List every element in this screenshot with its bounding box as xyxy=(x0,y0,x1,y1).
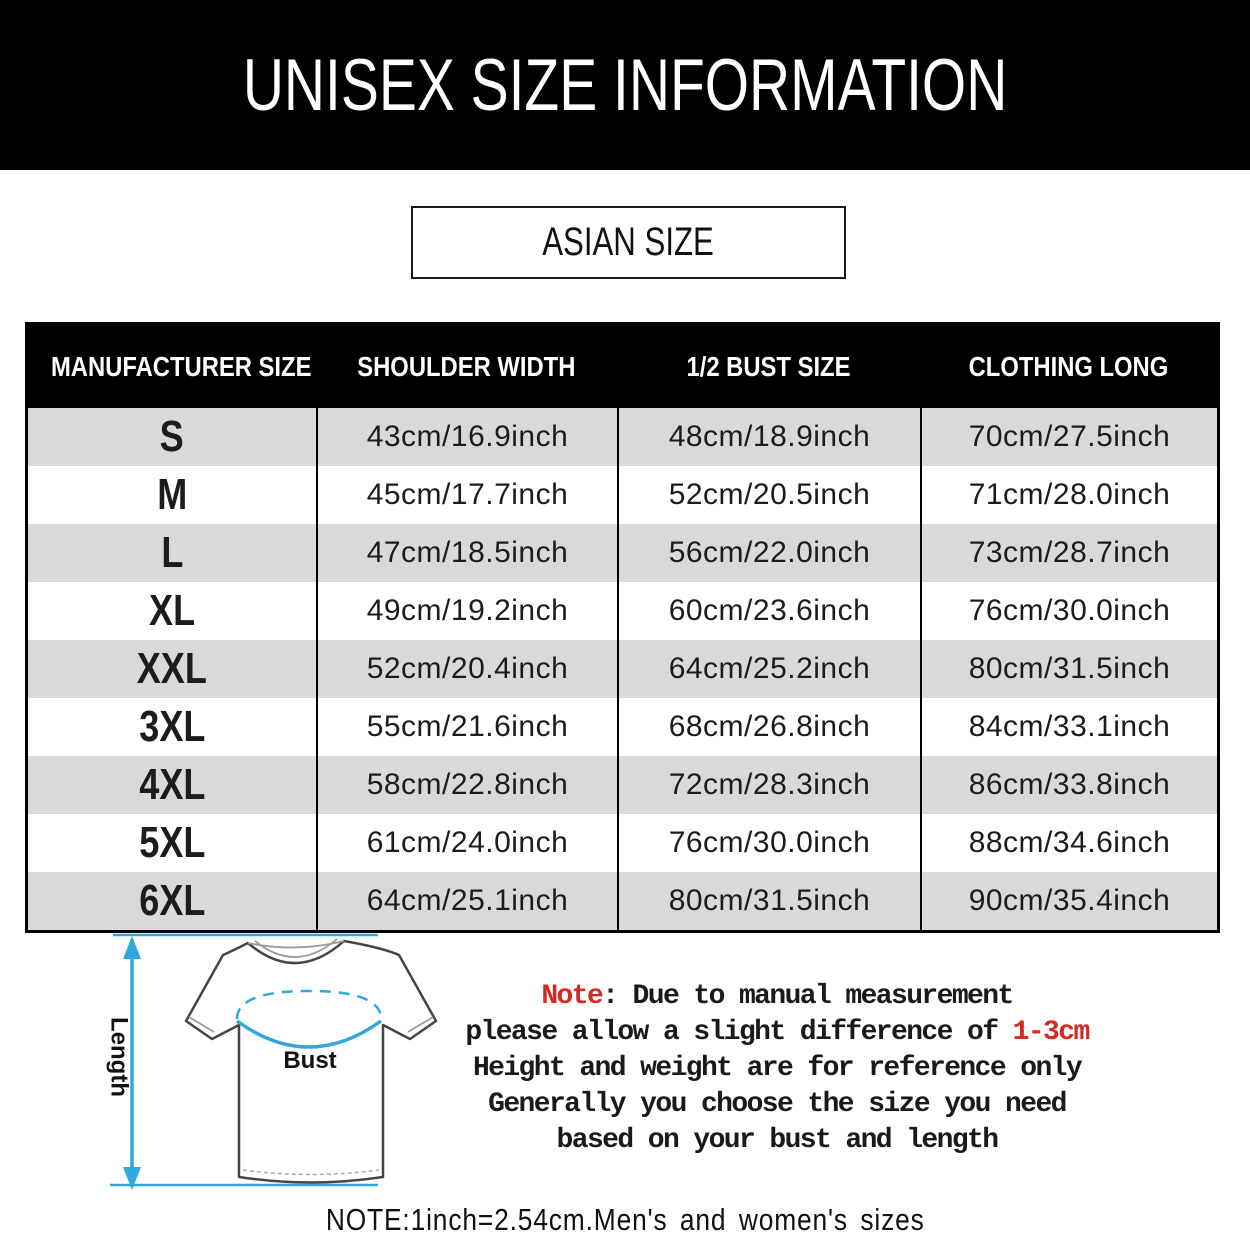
bust-label: Bust xyxy=(283,1047,336,1074)
clothing-long-cell: 73cm/28.7inch xyxy=(920,524,1217,582)
size-label-cell: S xyxy=(159,412,185,461)
clothing-long-cell: 70cm/27.5inch xyxy=(920,408,1217,466)
tshirt-measurement-diagram: Length Bust xyxy=(106,933,438,1190)
bust-size-cell: 60cm/23.6inch xyxy=(617,582,920,640)
title-banner: UNISEX SIZE INFORMATION xyxy=(0,0,1250,170)
clothing-long-cell: 86cm/33.8inch xyxy=(920,756,1217,814)
length-label: Length xyxy=(106,1017,133,1097)
shoulder-width-cell: 52cm/20.4inch xyxy=(316,640,617,698)
shoulder-width-cell: 64cm/25.1inch xyxy=(316,872,617,930)
bust-size-cell: 64cm/25.2inch xyxy=(617,640,920,698)
clothing-long-cell: 84cm/33.1inch xyxy=(920,698,1217,756)
table-header-row: MANUFACTURER SIZE SHOULDER WIDTH 1/2 BUS… xyxy=(28,325,1217,408)
footer-note: NOTE:1inch=2.54cm.Men's and women's size… xyxy=(0,1202,1250,1238)
asian-size-box: ASIAN SIZE xyxy=(411,206,846,279)
size-label-cell: 3XL xyxy=(138,702,206,751)
table-row: 5XL 61cm/24.0inch 76cm/30.0inch 88cm/34.… xyxy=(28,814,1217,872)
bust-size-cell: 80cm/31.5inch xyxy=(617,872,920,930)
clothing-long-cell: 88cm/34.6inch xyxy=(920,814,1217,872)
conversion-note-text: NOTE:1inch=2.54cm.Men's and women's size… xyxy=(325,1202,925,1237)
bust-measure-arc xyxy=(235,1019,383,1049)
clothing-long-cell: 76cm/30.0inch xyxy=(920,582,1217,640)
right-sleeve-hem-line xyxy=(407,1016,434,1033)
note-line-4: Generally you choose the size you need xyxy=(488,1089,1067,1120)
collar-inner-line xyxy=(254,938,338,958)
clothing-long-cell: 80cm/31.5inch xyxy=(920,640,1217,698)
table-row: XL 49cm/19.2inch 60cm/23.6inch 76cm/30.0… xyxy=(28,582,1217,640)
column-header-clothing-long: CLOTHING LONG xyxy=(968,350,1169,382)
note-line-1: Note: Due to manual measurement xyxy=(541,981,1014,1012)
asian-size-label: ASIAN SIZE xyxy=(542,220,715,264)
size-table: MANUFACTURER SIZE SHOULDER WIDTH 1/2 BUS… xyxy=(25,322,1220,933)
note-line-5: based on your bust and length xyxy=(556,1125,999,1156)
shoulder-width-cell: 55cm/21.6inch xyxy=(316,698,617,756)
table-body: S 43cm/16.9inch 48cm/18.9inch 70cm/27.5i… xyxy=(28,408,1217,930)
note-heading: Note xyxy=(541,981,603,1012)
column-header-bust-size: 1/2 BUST SIZE xyxy=(686,350,851,382)
size-label-cell: M xyxy=(156,470,188,519)
size-label-cell: 4XL xyxy=(138,760,206,809)
column-header-shoulder-width: SHOULDER WIDTH xyxy=(357,350,576,382)
left-sleeve-hem-line xyxy=(188,1016,215,1033)
table-row: S 43cm/16.9inch 48cm/18.9inch 70cm/27.5i… xyxy=(28,408,1217,466)
note-tolerance-value: 1-3cm xyxy=(1012,1017,1091,1048)
shoulder-width-cell: 47cm/18.5inch xyxy=(316,524,617,582)
clothing-long-cell: 90cm/35.4inch xyxy=(920,872,1217,930)
arrowhead-up-icon xyxy=(123,936,141,959)
shoulder-width-cell: 61cm/24.0inch xyxy=(316,814,617,872)
note-block: Note: Due to manual measurement please a… xyxy=(448,979,1106,1159)
table-row: M 45cm/17.7inch 52cm/20.5inch 71cm/28.0i… xyxy=(28,466,1217,524)
table-row: 3XL 55cm/21.6inch 68cm/26.8inch 84cm/33.… xyxy=(28,698,1217,756)
bust-size-cell: 52cm/20.5inch xyxy=(617,466,920,524)
size-label-cell: L xyxy=(160,528,184,577)
shoulder-width-cell: 49cm/19.2inch xyxy=(316,582,617,640)
size-label-cell: XXL xyxy=(136,644,208,693)
shoulder-width-cell: 45cm/17.7inch xyxy=(316,466,617,524)
column-header-manufacturer-size: MANUFACTURER SIZE xyxy=(50,350,312,382)
size-label-cell: 6XL xyxy=(138,876,206,925)
bust-size-cell: 76cm/30.0inch xyxy=(617,814,920,872)
table-row: L 47cm/18.5inch 56cm/22.0inch 73cm/28.7i… xyxy=(28,524,1217,582)
size-label-cell: 5XL xyxy=(138,818,206,867)
bust-dashed-ellipse xyxy=(235,989,383,1020)
arrowhead-down-icon xyxy=(123,1167,141,1190)
table-row: XXL 52cm/20.4inch 64cm/25.2inch 80cm/31.… xyxy=(28,640,1217,698)
bust-size-cell: 48cm/18.9inch xyxy=(617,408,920,466)
shoulder-width-cell: 43cm/16.9inch xyxy=(316,408,617,466)
page-title: UNISEX SIZE INFORMATION xyxy=(242,44,1008,126)
clothing-long-cell: 71cm/28.0inch xyxy=(920,466,1217,524)
note-line-3: Height and weight are for reference only xyxy=(472,1053,1083,1084)
bust-size-cell: 68cm/26.8inch xyxy=(617,698,920,756)
shoulder-width-cell: 58cm/22.8inch xyxy=(316,756,617,814)
table-row: 6XL 64cm/25.1inch 80cm/31.5inch 90cm/35.… xyxy=(28,872,1217,930)
bust-size-cell: 72cm/28.3inch xyxy=(617,756,920,814)
note-line-2: please allow a slight difference of 1-3c… xyxy=(465,1017,1091,1048)
bottom-hem-line xyxy=(242,1169,380,1176)
collar-back-line xyxy=(247,940,345,949)
table-row: 4XL 58cm/22.8inch 72cm/28.3inch 86cm/33.… xyxy=(28,756,1217,814)
bust-size-cell: 56cm/22.0inch xyxy=(617,524,920,582)
size-label-cell: XL xyxy=(148,586,196,635)
